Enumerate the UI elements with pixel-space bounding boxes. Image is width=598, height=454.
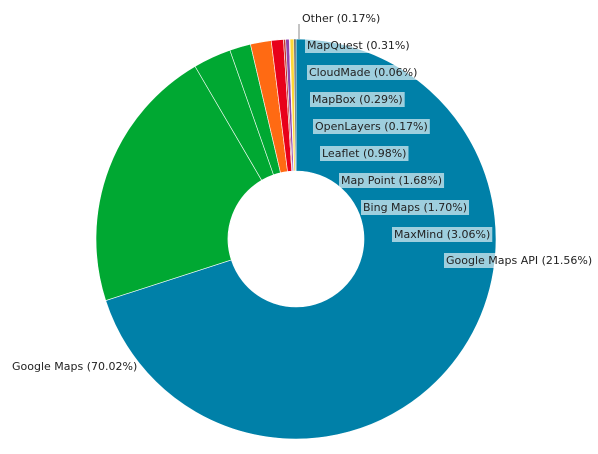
label-maxmind: MaxMind (3.06%) xyxy=(394,228,490,241)
label-bg-mapbox xyxy=(310,92,405,107)
label-bg-openlayers xyxy=(313,119,430,134)
label-bg-mapquest xyxy=(305,38,412,53)
label-bg-maxmind xyxy=(392,227,493,242)
label-google-maps-api: Google Maps API (21.56%) xyxy=(446,254,592,267)
label-cloudmade: CloudMade (0.06%) xyxy=(309,66,417,79)
label-other: Other (0.17%) xyxy=(302,12,380,25)
label-google-maps: Google Maps (70.02%) xyxy=(12,360,137,373)
label-leaflet: Leaflet (0.98%) xyxy=(322,147,406,160)
slice-other[interactable] xyxy=(293,38,297,172)
slice-google-maps[interactable] xyxy=(105,38,497,440)
slice-google-maps-api[interactable] xyxy=(95,65,263,301)
label-bg-cloudmade xyxy=(307,65,420,80)
label-bg-google-maps-api xyxy=(444,253,595,268)
label-mapquest: MapQuest (0.31%) xyxy=(307,39,410,52)
label-map-point: Map Point (1.68%) xyxy=(341,174,442,187)
label-bg-leaflet xyxy=(320,146,409,161)
label-bg-map-point xyxy=(339,173,445,188)
label-mapbox: MapBox (0.29%) xyxy=(312,93,403,106)
label-bing-maps: Bing Maps (1.70%) xyxy=(363,201,467,214)
label-openlayers: OpenLayers (0.17%) xyxy=(315,120,428,133)
label-bg-bing-maps xyxy=(361,200,470,215)
